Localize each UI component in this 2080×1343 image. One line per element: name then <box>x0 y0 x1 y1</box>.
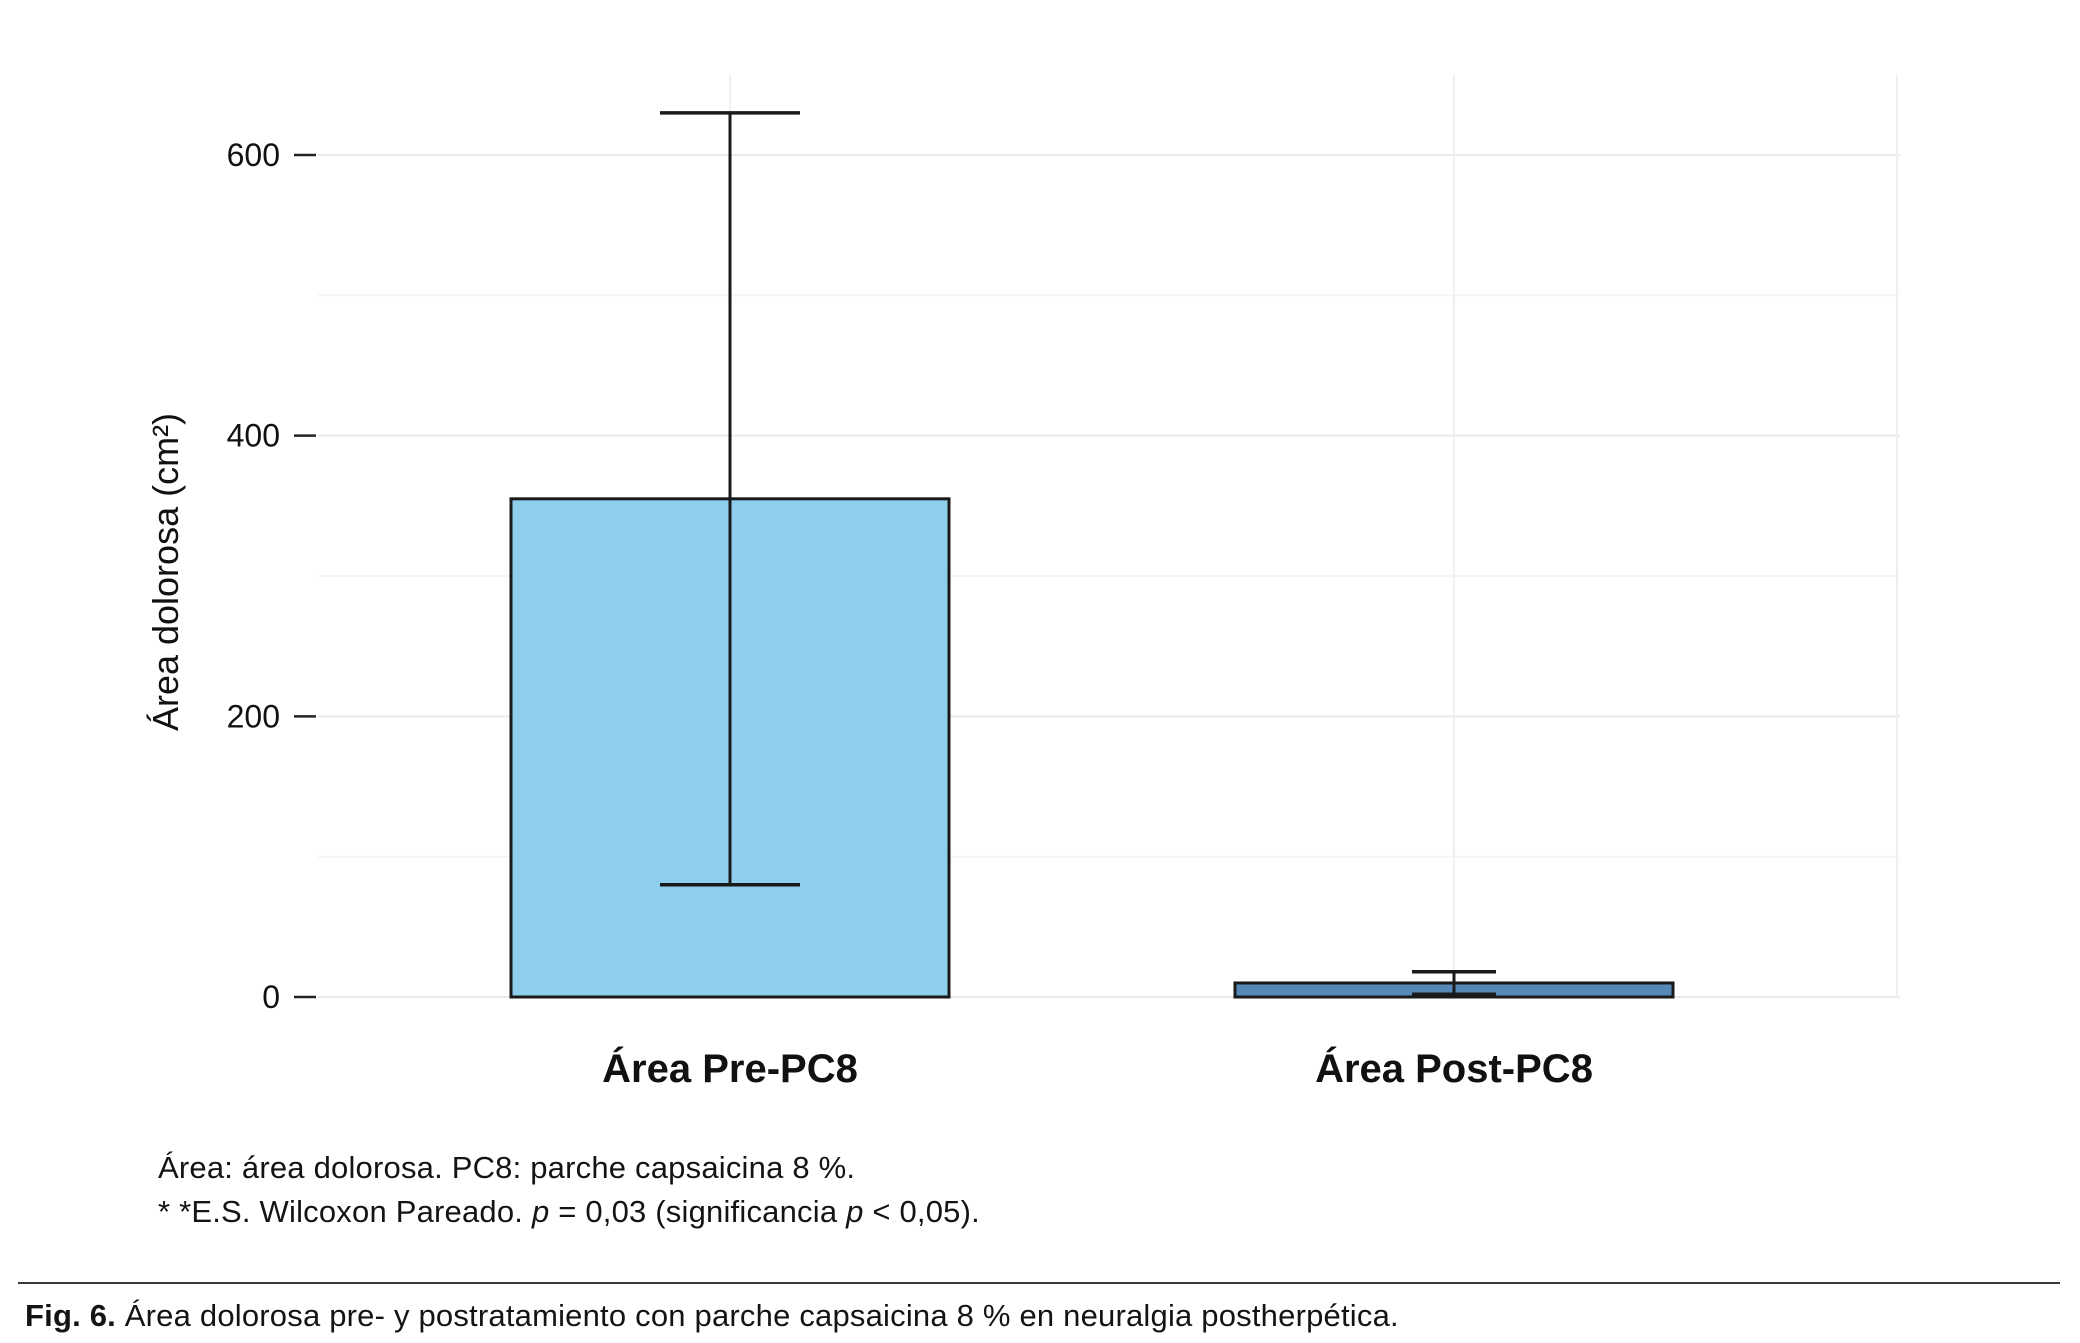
figure-caption-text: Área dolorosa pre- y postratamiento con … <box>115 1298 1399 1333</box>
footnote-stats-segment: < 0,05). <box>863 1194 980 1230</box>
footnote-stats-segment: p <box>846 1194 864 1230</box>
footnote-abbreviations: Área: área dolorosa. PC8: parche capsaic… <box>158 1150 856 1185</box>
y-axis-label: Área dolorosa (cm²) <box>145 413 186 731</box>
footnote-stats-segment: p <box>531 1194 550 1230</box>
figure-footnotes: Área: área dolorosa. PC8: parche capsaic… <box>158 1146 980 1234</box>
y-tick-label: 0 <box>262 979 280 1015</box>
y-tick-label: 200 <box>227 698 280 734</box>
x-category-label: Área Pre-PC8 <box>602 1046 858 1091</box>
y-tick-label: 600 <box>227 137 280 173</box>
x-category-label: Área Post-PC8 <box>1315 1046 1593 1091</box>
caption-divider <box>18 1282 2060 1284</box>
bar-chart: 0 200 400 600 Área Pre-PC8 Área Post-PC8 Área … <box>145 75 1900 1091</box>
footnote-stats: * *E.S. Wilcoxon Pareado. p = 0,03 (sign… <box>158 1190 980 1234</box>
figure-caption: Fig. 6. Área dolorosa pre- y postratamie… <box>25 1298 1399 1334</box>
y-tick-label: 400 <box>227 418 280 454</box>
figure-caption-label: Fig. 6. <box>25 1298 116 1333</box>
footnote-stats-segment: * *E.S. Wilcoxon Pareado. <box>158 1194 532 1230</box>
footnote-stats-segment: = 0,03 (significancia <box>549 1194 847 1230</box>
